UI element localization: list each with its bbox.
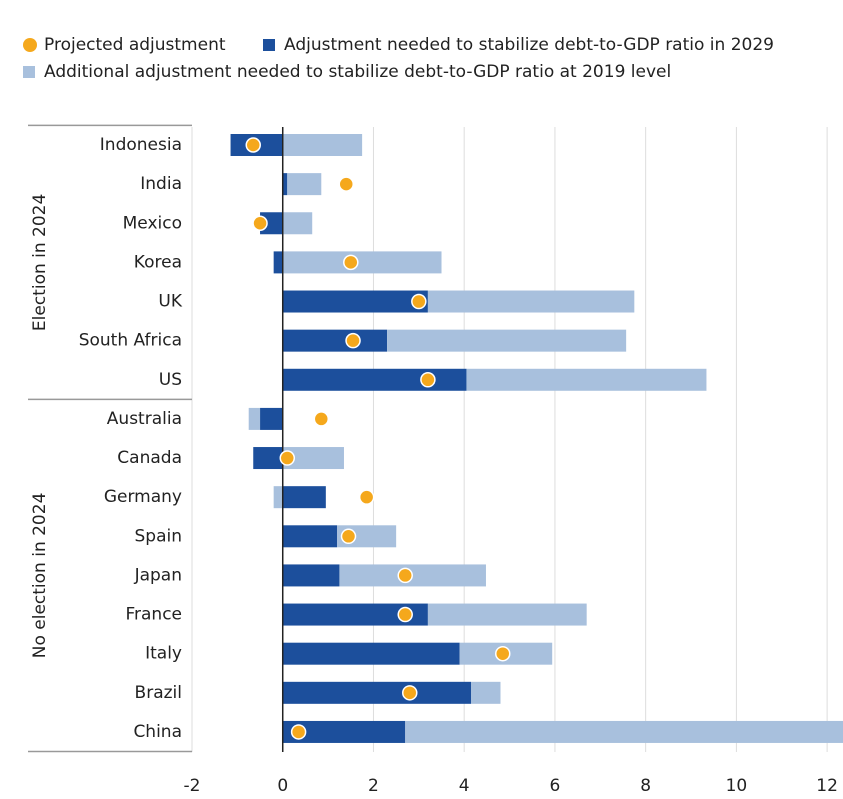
- bar: [471, 681, 501, 704]
- dot: [402, 685, 418, 701]
- y-tick-label: Spain: [135, 526, 183, 546]
- bar: [282, 486, 326, 509]
- bar: [248, 407, 261, 430]
- y-tick-label: China: [133, 722, 182, 742]
- y-tick-label: Germany: [104, 487, 182, 507]
- y-tick-label: South Africa: [79, 331, 182, 351]
- bar: [427, 603, 587, 626]
- dot: [358, 489, 375, 505]
- dot: [252, 215, 268, 232]
- y-tick-label: Japan: [134, 565, 182, 585]
- dot: [245, 137, 261, 153]
- group-label: Election in 2024: [30, 194, 50, 331]
- dot: [343, 254, 359, 271]
- bar: [282, 212, 313, 235]
- bar: [282, 368, 467, 391]
- bar: [282, 603, 428, 626]
- x-tick-label: 8: [640, 776, 651, 796]
- bar: [282, 681, 471, 704]
- x-tick-label: 12: [816, 776, 838, 796]
- bar: [405, 720, 843, 743]
- dot: [338, 176, 354, 192]
- x-tick-label: -2: [184, 776, 201, 796]
- group-label: No election in 2024: [30, 493, 50, 659]
- bar: [253, 447, 283, 470]
- bar: [387, 329, 627, 352]
- overlay: Projected adjustment Adjustment needed to…: [23, 35, 838, 796]
- y-tick-label: France: [125, 605, 182, 625]
- y-tick-label: India: [140, 174, 182, 194]
- dot: [397, 606, 413, 623]
- bar: [427, 290, 635, 313]
- bar: [282, 447, 344, 470]
- dot: [345, 332, 361, 349]
- legend-label: Projected adjustment: [44, 35, 226, 55]
- dot: [290, 724, 307, 740]
- y-tick-label: Korea: [134, 252, 182, 272]
- bar: [260, 212, 283, 235]
- bar: [282, 564, 340, 587]
- bar: [282, 642, 460, 665]
- dot: [313, 411, 330, 427]
- x-tick-label: 10: [726, 776, 748, 796]
- bar: [282, 525, 338, 548]
- legend-label: Additional adjustment needed to stabiliz…: [44, 62, 671, 82]
- dot: [397, 567, 413, 584]
- bar: [282, 720, 406, 743]
- y-tick-label: Canada: [117, 448, 182, 468]
- bar: [282, 134, 363, 156]
- dot: [411, 293, 427, 310]
- legend-marker: [23, 38, 37, 52]
- y-tick-label: UK: [158, 292, 182, 312]
- y-tick-label: Indonesia: [100, 135, 182, 155]
- y-tick-label: Mexico: [123, 213, 182, 233]
- bar: [282, 290, 428, 313]
- dot: [495, 645, 511, 662]
- y-tick-label: Australia: [107, 409, 182, 429]
- dot: [279, 450, 296, 466]
- legend-marker: [263, 39, 275, 51]
- y-tick-label: Italy: [145, 644, 182, 664]
- legend-label: Adjustment needed to stabilize debt-to-G…: [284, 35, 774, 55]
- y-tick-label: Brazil: [135, 683, 182, 703]
- bar: [287, 173, 322, 196]
- x-tick-label: 4: [459, 776, 470, 796]
- x-tick-label: 6: [550, 776, 561, 796]
- y-tick-label: US: [159, 370, 182, 390]
- legend-marker: [23, 66, 35, 78]
- dot: [420, 372, 436, 388]
- bar: [282, 251, 442, 274]
- x-tick-label: 2: [368, 776, 379, 796]
- bars: [230, 134, 843, 743]
- bar: [273, 251, 283, 274]
- bar: [466, 368, 707, 391]
- dot: [340, 528, 357, 545]
- bar: [282, 329, 388, 352]
- bar: [260, 407, 283, 430]
- x-tick-label: 0: [277, 776, 288, 796]
- bar: [273, 486, 283, 509]
- bar: [282, 173, 288, 196]
